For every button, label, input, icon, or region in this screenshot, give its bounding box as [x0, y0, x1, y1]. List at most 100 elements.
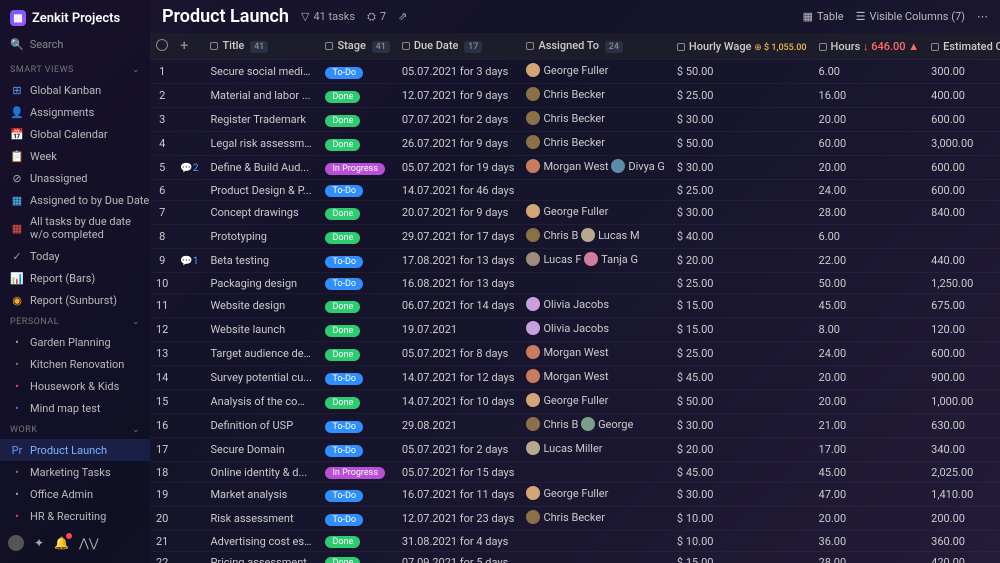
cell-hours[interactable]: 17.00 [813, 438, 926, 462]
assignee[interactable]: Chris Becker [526, 87, 605, 101]
cell-wage[interactable]: $ 25.00 [671, 180, 813, 201]
cell-cost[interactable] [925, 225, 1000, 249]
table-row[interactable]: 4 Legal risk assessment Done 26.07.2021 … [150, 132, 1000, 156]
members-count[interactable]: ⛭ 7 [367, 10, 386, 24]
table-row[interactable]: 19 Market analysis To-Do 16.07.2021 for … [150, 483, 1000, 507]
cell-hours[interactable]: 21.00 [813, 414, 926, 438]
table-row[interactable]: 12 Website launch Done 19.07.2021 Olivia… [150, 318, 1000, 342]
cell-hours[interactable]: 8.00 [813, 318, 926, 342]
cell-assignees[interactable] [520, 552, 670, 563]
cell-hours[interactable]: 20.00 [813, 156, 926, 180]
cell-assignees[interactable]: George Fuller [520, 390, 670, 414]
bell-icon[interactable]: 🔔 [54, 536, 69, 550]
user-avatar[interactable] [8, 535, 24, 551]
cell-stage[interactable]: Done [319, 108, 395, 132]
cell-title[interactable]: Analysis of the com... [204, 390, 319, 414]
cell-title[interactable]: Definition of USP [204, 414, 319, 438]
table-row[interactable]: 14 Survey potential cu... To-Do 14.07.20… [150, 366, 1000, 390]
chevron-down-icon[interactable]: ⌄ [132, 425, 140, 435]
cell-title[interactable]: Advertising cost est... [204, 531, 319, 552]
cell-cost[interactable]: 1,000.00 [925, 390, 1000, 414]
nav-item[interactable]: •Housework & Kids [0, 375, 150, 397]
th-add[interactable]: + [174, 33, 204, 60]
cell-title[interactable]: Material and labor ... [204, 84, 319, 108]
cell-hours[interactable]: 28.00 [813, 552, 926, 563]
cell-date[interactable]: 07.09.2021 for 5 days [396, 552, 521, 563]
cell-date[interactable]: 14.07.2021 for 10 days [396, 390, 521, 414]
cell-title[interactable]: Concept drawings [204, 201, 319, 225]
cell-assignees[interactable]: Chris B Lucas M [520, 225, 670, 249]
cell-hours[interactable]: 24.00 [813, 342, 926, 366]
cell-title[interactable]: Survey potential cu... [204, 366, 319, 390]
cell-hours[interactable]: 20.00 [813, 108, 926, 132]
table-row[interactable]: 13 Target audience def... Done 05.07.202… [150, 342, 1000, 366]
table-row[interactable]: 11 Website design Done 06.07.2021 for 14… [150, 294, 1000, 318]
cell-date[interactable]: 29.08.2021 [396, 414, 521, 438]
cell-hours[interactable]: 36.00 [813, 531, 926, 552]
cell-stage[interactable]: In Progress [319, 156, 395, 180]
cell-assignees[interactable]: Olivia Jacobs [520, 318, 670, 342]
cell-hours[interactable]: 24.00 [813, 180, 926, 201]
brand-logo[interactable]: ▦ Zenkit Projects [0, 6, 150, 34]
cell-wage[interactable]: $ 15.00 [671, 318, 813, 342]
cell-assignees[interactable]: Chris B George [520, 414, 670, 438]
table-row[interactable]: 16 Definition of USP To-Do 29.08.2021 Ch… [150, 414, 1000, 438]
assignee[interactable]: Lucas M [581, 228, 640, 242]
cell-assignees[interactable] [520, 180, 670, 201]
cell-title[interactable]: Target audience def... [204, 342, 319, 366]
assignee[interactable]: George Fuller [526, 486, 608, 500]
assignee[interactable]: Morgan West [526, 159, 608, 173]
cell-wage[interactable]: $ 25.00 [671, 273, 813, 294]
cell-cost[interactable]: 300.00 [925, 60, 1000, 84]
nav-item[interactable]: PrProduct Launch [0, 439, 150, 461]
cell-hours[interactable]: 16.00 [813, 84, 926, 108]
nav-item[interactable]: ◉Report (Sunburst) [0, 289, 150, 311]
cell-cost[interactable]: 440.00 [925, 249, 1000, 273]
cell-wage[interactable]: $ 30.00 [671, 108, 813, 132]
cell-stage[interactable]: To-Do [319, 60, 395, 84]
cell-date[interactable]: 20.07.2021 for 9 days [396, 201, 521, 225]
nav-item[interactable]: •HR & Recruiting [0, 505, 150, 527]
cell-title[interactable]: Secure Domain [204, 438, 319, 462]
cell-wage[interactable]: $ 25.00 [671, 84, 813, 108]
cell-wage[interactable]: $ 15.00 [671, 294, 813, 318]
table-row[interactable]: 3 Register Trademark Done 07.07.2021 for… [150, 108, 1000, 132]
cell-wage[interactable]: $ 10.00 [671, 531, 813, 552]
cell-hours[interactable]: 20.00 [813, 507, 926, 531]
cell-assignees[interactable]: Olivia Jacobs [520, 294, 670, 318]
th-due-date[interactable]: Due Date 17 [396, 33, 521, 60]
cell-cost[interactable]: 900.00 [925, 366, 1000, 390]
table-row[interactable]: 5 💬2 Define & Build Aud... In Progress 0… [150, 156, 1000, 180]
cell-date[interactable]: 16.08.2021 for 13 days [396, 273, 521, 294]
cell-date[interactable]: 05.07.2021 for 19 days [396, 156, 521, 180]
chevron-down-icon[interactable]: ⌄ [132, 65, 140, 75]
cell-wage[interactable]: $ 50.00 [671, 390, 813, 414]
cell-wage[interactable]: $ 25.00 [671, 342, 813, 366]
assignee[interactable]: Morgan West [526, 369, 608, 383]
table-row[interactable]: 6 Product Design & P... To-Do 14.07.2021… [150, 180, 1000, 201]
section-header-personal[interactable]: PERSONAL⌄ [0, 311, 150, 331]
activity-icon[interactable]: ⋀⋁ [79, 536, 99, 550]
cell-date[interactable]: 07.07.2021 for 2 days [396, 108, 521, 132]
nav-item[interactable]: 👤Assignments [0, 101, 150, 123]
th-title[interactable]: Title 41 [204, 33, 319, 60]
cell-assignees[interactable]: Lucas F Tanja G [520, 249, 670, 273]
nav-item[interactable]: ▦Assigned to by Due Date [0, 189, 150, 211]
cell-cost[interactable]: 600.00 [925, 180, 1000, 201]
cell-cost[interactable]: 600.00 [925, 108, 1000, 132]
cell-stage[interactable]: To-Do [319, 249, 395, 273]
cell-title[interactable]: Prototyping [204, 225, 319, 249]
cell-wage[interactable]: $ 30.00 [671, 156, 813, 180]
cell-wage[interactable]: $ 50.00 [671, 132, 813, 156]
cell-stage[interactable]: Done [319, 342, 395, 366]
cell-hours[interactable]: 50.00 [813, 273, 926, 294]
assignee[interactable]: Chris B [526, 417, 578, 431]
table-row[interactable]: 10 Packaging design To-Do 16.08.2021 for… [150, 273, 1000, 294]
cell-stage[interactable]: To-Do [319, 507, 395, 531]
cell-title[interactable]: Product Design & P... [204, 180, 319, 201]
cell-stage[interactable]: Done [319, 552, 395, 563]
cell-date[interactable]: 29.07.2021 for 17 days [396, 225, 521, 249]
cell-wage[interactable]: $ 30.00 [671, 201, 813, 225]
nav-item[interactable]: 📅Global Calendar [0, 123, 150, 145]
cell-hours[interactable]: 20.00 [813, 366, 926, 390]
